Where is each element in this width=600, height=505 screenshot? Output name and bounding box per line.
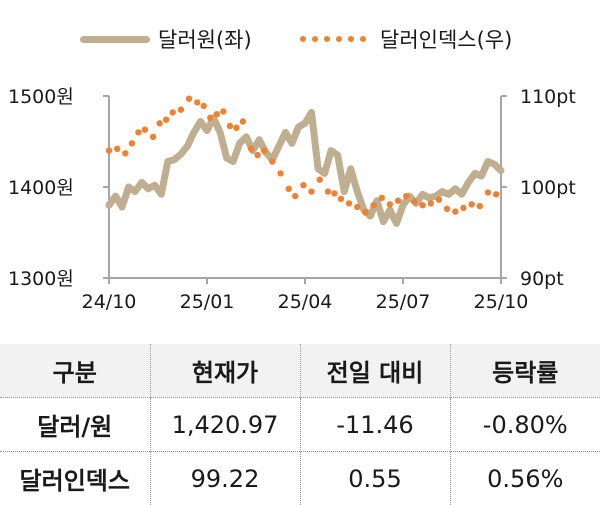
x-tick-label: 24/10 [82,291,137,313]
dual-axis-line-chart: 1500원 1400원 1300원 110pt 100pt 90pt 24/10 25/01 2… [0,60,600,330]
y-left-tick-label: 1500원 [8,86,74,108]
y-right-tick-label: 90pt [520,268,564,290]
legend-dots-swatch [300,36,366,42]
y-right-tick-label: 110pt [520,86,576,108]
header-change: 전일 대비 [300,344,450,398]
row-price: 99.22 [150,452,300,505]
series-dxy-dots [106,96,500,216]
row-rate: -0.80% [450,398,600,452]
header-price: 현재가 [150,344,300,398]
table-row: 달러인덱스 99.22 0.55 0.56% [0,452,600,505]
header-category: 구분 [0,344,150,398]
table-row: 달러/원 1,420.97 -11.46 -0.80% [0,398,600,452]
x-tick-label: 25/10 [474,291,529,313]
x-tick-label: 25/07 [376,291,431,313]
row-price: 1,420.97 [150,398,300,452]
row-rate: 0.56% [450,452,600,505]
table-header-row: 구분 현재가 전일 대비 등락률 [0,344,600,398]
series-krw-line [109,112,501,223]
legend-item-dxy: 달러인덱스(우) [300,24,512,54]
row-change: 0.55 [300,452,450,505]
y-left-tick-label: 1400원 [8,177,74,199]
header-rate: 등락률 [450,344,600,398]
y-right-tick-label: 100pt [520,177,576,199]
row-change: -11.46 [300,398,450,452]
row-label: 달러/원 [0,398,150,452]
legend-line-swatch [80,36,150,43]
chart-legend: 달러원(좌) 달러인덱스(우) [0,24,600,54]
row-label: 달러인덱스 [0,452,150,505]
legend-label-dxy: 달러인덱스(우) [380,24,512,54]
x-tick-label: 25/04 [278,291,333,313]
legend-item-krw: 달러원(좌) [80,24,252,54]
x-tick-label: 25/01 [180,291,235,313]
legend-label-krw: 달러원(좌) [158,24,252,54]
fx-summary-table: 구분 현재가 전일 대비 등락률 달러/원 1,420.97 -11.46 -0… [0,344,600,505]
y-left-tick-label: 1300원 [8,268,74,290]
